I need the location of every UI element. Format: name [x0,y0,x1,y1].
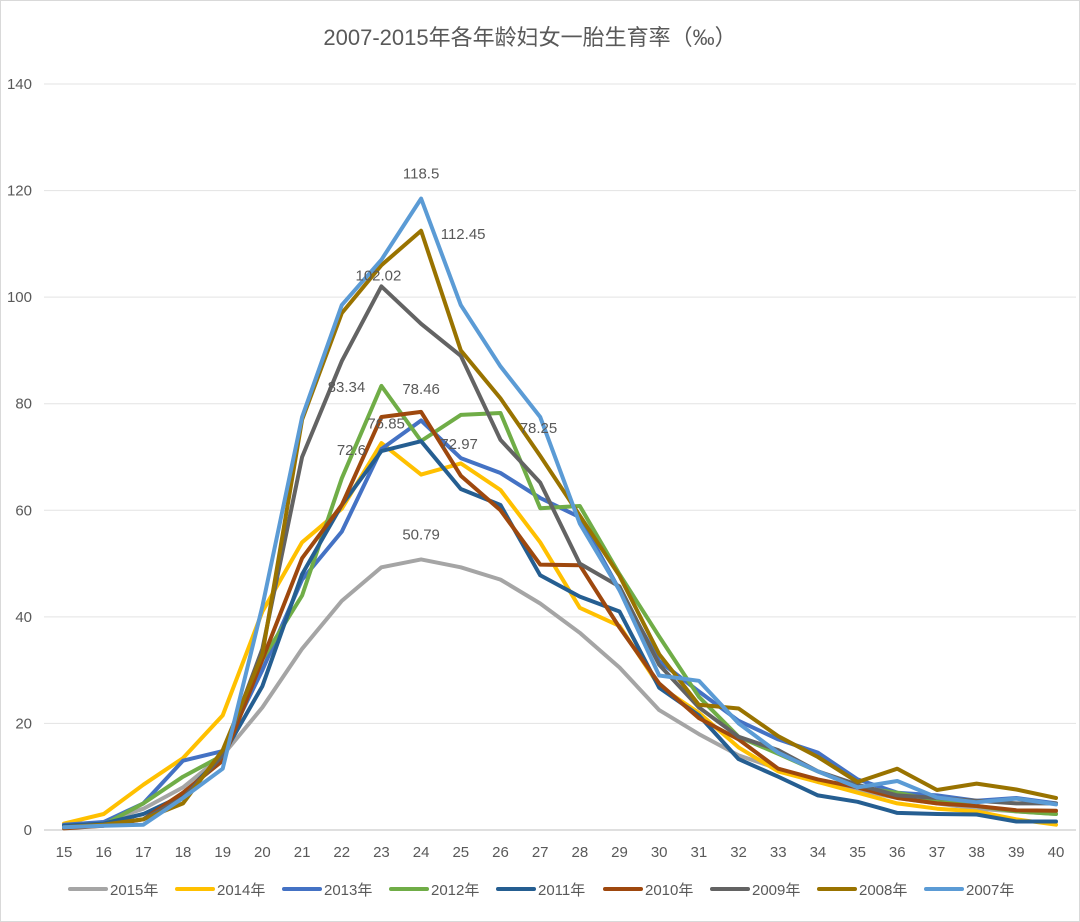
x-tick-label: 33 [770,844,787,861]
x-tick-label: 20 [254,844,271,861]
legend-label: 2011年 [538,882,585,899]
x-tick-label: 34 [810,844,827,861]
series-line-2014年 [62,441,1058,827]
x-axis-ticks: 15 16 17 18 19 20 21 22 23 24 25 26 27 28 29 30 31 32 33 34… [56,844,1065,861]
legend-label: 2015年 [110,882,158,899]
series-line-2007年 [62,196,1058,830]
legend: 2015年 2014年 2013年 2012年 2011年 2010年 2009年 2008年… [68,882,1014,899]
data-label: 78.25 [520,420,558,437]
x-tick-label: 27 [532,844,549,861]
data-label: 76.85 [367,415,405,432]
data-label: 78.46 [402,381,440,398]
data-label: 118.5 [403,166,439,183]
series-lines [62,196,1058,831]
x-tick-label: 29 [611,844,628,861]
x-tick-label: 18 [175,844,192,861]
y-tick-label: 100 [7,289,32,306]
x-tick-label: 23 [373,844,390,861]
y-tick-label: 40 [15,609,32,626]
x-tick-label: 39 [1008,844,1025,861]
legend-label: 2007年 [966,882,1014,899]
data-label: 112.45 [441,226,486,243]
x-tick-label: 16 [95,844,112,861]
legend-label: 2009年 [752,882,800,899]
y-tick-label: 120 [7,183,32,200]
y-tick-label: 60 [15,502,32,519]
x-tick-label: 19 [214,844,231,861]
x-tick-label: 37 [929,844,946,861]
legend-label: 2008年 [859,882,907,899]
x-tick-label: 22 [333,844,350,861]
x-tick-label: 24 [413,844,430,861]
legend-label: 2013年 [324,882,372,899]
data-label: 50.79 [402,526,440,543]
y-tick-label: 80 [15,396,32,413]
y-tick-label: 0 [24,822,32,839]
data-label: 72.6 [337,442,366,459]
data-label: 83.34 [328,379,366,396]
y-axis-ticks: 0 20 40 60 80 100 120 140 [7,76,32,839]
data-label: 102.02 [355,267,401,284]
legend-label: 2010年 [645,882,693,899]
x-tick-label: 35 [849,844,866,861]
x-tick-label: 36 [889,844,906,861]
x-tick-label: 28 [571,844,588,861]
data-label: 72.97 [440,436,478,453]
x-tick-label: 17 [135,844,152,861]
x-tick-label: 32 [730,844,747,861]
x-tick-label: 31 [691,844,708,861]
x-tick-label: 26 [492,844,509,861]
x-tick-label: 15 [56,844,73,861]
x-tick-label: 38 [968,844,985,861]
y-tick-label: 140 [7,76,32,93]
x-tick-label: 30 [651,844,668,861]
x-tick-label: 25 [452,844,469,861]
chart-title: 2007-2015年各年龄妇女一胎生育率（‰） [323,25,736,50]
legend-label: 2012年 [431,882,479,899]
x-tick-label: 21 [294,844,311,861]
legend-label: 2014年 [217,882,265,899]
x-tick-label: 40 [1048,844,1065,861]
y-tick-label: 20 [15,715,32,732]
